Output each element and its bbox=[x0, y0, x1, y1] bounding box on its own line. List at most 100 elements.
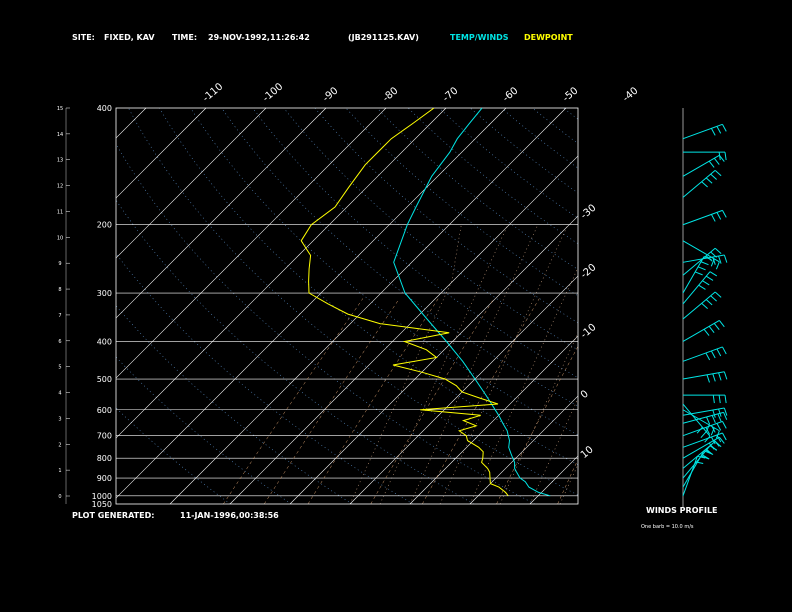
wind-barb-flag bbox=[712, 409, 716, 418]
pressure-tick-label: 600 bbox=[97, 406, 112, 415]
wind-barb-flag bbox=[723, 371, 728, 380]
isotherm-line bbox=[116, 108, 267, 259]
wind-barb-staff bbox=[682, 346, 723, 362]
time-value: 29-NOV-1992,11:26:42 bbox=[208, 33, 310, 42]
wind-barb-flag bbox=[700, 261, 709, 266]
dewpoint-series bbox=[300, 108, 509, 497]
wind-barb-flag bbox=[710, 258, 715, 267]
wind-barb-flag bbox=[708, 160, 715, 168]
wind-barb-staff bbox=[682, 123, 723, 140]
wind-barb-flag bbox=[710, 427, 715, 436]
wind-barb-flag bbox=[723, 254, 728, 263]
wind-barb-flag bbox=[708, 326, 715, 333]
height-tick-label: 12 bbox=[57, 184, 63, 190]
wind-barb-flag bbox=[700, 431, 707, 439]
file-value: (JB291125.KAV) bbox=[348, 33, 419, 42]
height-tick-label: 14 bbox=[57, 132, 63, 138]
height-tick-label: 10 bbox=[57, 235, 63, 241]
wind-barb-flag bbox=[713, 439, 720, 447]
pressure-tick-label: 200 bbox=[97, 221, 112, 230]
dry-adiabat-line bbox=[116, 253, 414, 504]
wind-barb-flag bbox=[718, 320, 725, 328]
wind-barb-staff bbox=[682, 209, 723, 226]
pressure-tick-label: 400 bbox=[97, 337, 112, 346]
wind-barb-flag bbox=[724, 152, 727, 161]
wind-barb-flag bbox=[718, 436, 725, 444]
wind-barb-flag bbox=[710, 128, 716, 136]
pressure-tick-label: 500 bbox=[97, 375, 112, 384]
wind-barb-flag bbox=[702, 280, 710, 286]
wind-barb-flag bbox=[709, 271, 718, 277]
isotherm-line bbox=[289, 215, 578, 504]
wind-barb-flag bbox=[724, 395, 727, 404]
wind-barb-flag bbox=[716, 212, 722, 220]
height-tick-label: 9 bbox=[58, 261, 61, 267]
plot-frame bbox=[115, 107, 579, 505]
isotherm-line bbox=[409, 335, 578, 504]
wind-barb-flag bbox=[718, 408, 722, 417]
height-tick-label: 7 bbox=[58, 313, 61, 319]
temperature-series bbox=[393, 108, 551, 497]
wind-barb-staff bbox=[682, 154, 720, 177]
wind-barb-staff bbox=[682, 254, 725, 263]
wind-barb-flag bbox=[715, 261, 720, 270]
wind-barb-flag bbox=[696, 426, 703, 434]
wind-barb-staff bbox=[682, 441, 716, 469]
wind-barb-staff bbox=[682, 371, 725, 380]
adiabats bbox=[116, 108, 578, 504]
wind-barb-flag bbox=[717, 413, 722, 422]
winds-profile-note: One barb = 10.0 m/s bbox=[641, 524, 694, 530]
wind-barb-flag bbox=[716, 348, 722, 357]
site-label: SITE: bbox=[72, 33, 95, 42]
dry-adiabat-line bbox=[128, 108, 578, 496]
wind-barb-flag bbox=[714, 247, 722, 254]
wind-barb-staff bbox=[682, 240, 720, 263]
plot-generated-value: 11-JAN-1996,00:38:56 bbox=[180, 511, 279, 520]
isotherm-line bbox=[116, 108, 447, 439]
winds-profile-panel bbox=[682, 108, 728, 508]
pressure-tick-label: 1050 bbox=[92, 500, 112, 509]
wind-barb-staff bbox=[682, 456, 698, 496]
pressure-tick-label: 800 bbox=[97, 454, 112, 463]
wind-barb-flag bbox=[704, 435, 711, 443]
isotherm-line bbox=[349, 275, 578, 504]
wind-barb-flag bbox=[722, 210, 727, 218]
wind-barb-flag bbox=[723, 407, 728, 416]
isotherm-line bbox=[116, 108, 207, 199]
height-tick-label: 0 bbox=[58, 494, 61, 500]
wind-barb-flag bbox=[706, 374, 710, 383]
dry-adiabat-line bbox=[116, 356, 292, 504]
wind-barb-flag bbox=[710, 173, 717, 180]
pressure-tick-label: 1000 bbox=[92, 492, 112, 501]
wind-barb-staff bbox=[682, 271, 711, 305]
wind-barb-flag bbox=[697, 455, 706, 459]
isotherm-line bbox=[116, 108, 507, 499]
wind-barb-flag bbox=[722, 432, 727, 441]
wind-barb-flag bbox=[698, 284, 706, 290]
pressure-tick-label: 900 bbox=[97, 474, 112, 483]
wind-barb-staff bbox=[682, 445, 711, 479]
height-tick-label: 4 bbox=[58, 391, 61, 397]
wind-barb-flag bbox=[697, 266, 706, 271]
dry-adiabat-line bbox=[314, 108, 578, 323]
isotherm-line bbox=[116, 108, 387, 379]
wind-barb-flag bbox=[710, 436, 716, 445]
wind-barb-flag bbox=[722, 124, 727, 132]
wind-barb-flag bbox=[710, 295, 717, 302]
wind-barb-flag bbox=[701, 181, 708, 188]
legend-temp-winds: TEMP/WINDS bbox=[450, 33, 509, 42]
dry-adiabat-line bbox=[116, 199, 474, 504]
wind-barb-flag bbox=[711, 415, 716, 423]
dry-adiabat-line bbox=[376, 108, 578, 270]
time-label: TIME: bbox=[172, 33, 197, 42]
wind-barb-flag bbox=[705, 424, 710, 433]
wind-barb-flag bbox=[722, 346, 727, 355]
wind-barb-flag bbox=[718, 255, 722, 264]
isobars bbox=[116, 224, 578, 497]
wind-barb-flag bbox=[705, 275, 714, 281]
site-value: FIXED, KAV bbox=[104, 33, 155, 42]
pressure-tick-label: 400 bbox=[97, 104, 112, 113]
dry-adiabat-line bbox=[116, 143, 535, 504]
